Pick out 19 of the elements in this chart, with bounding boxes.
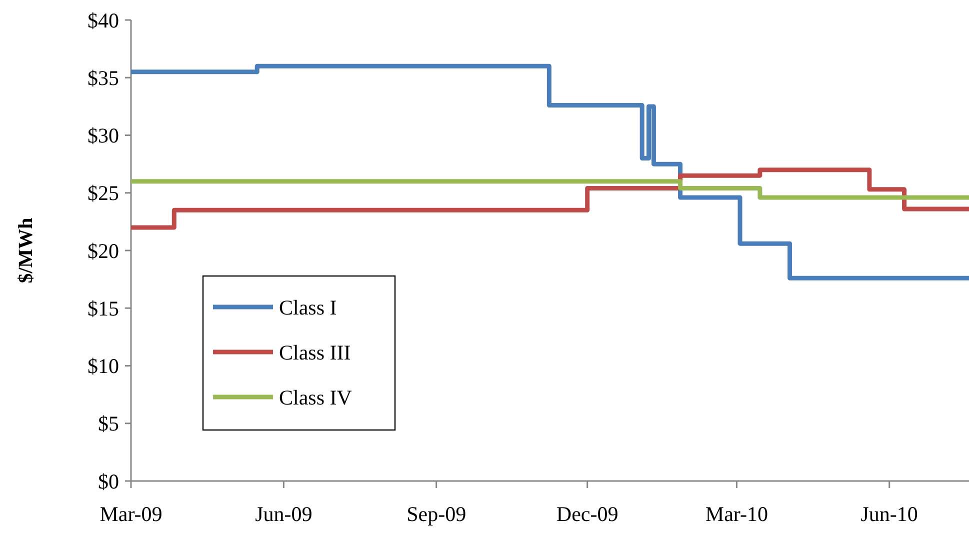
x-tick-label: Jun-09	[255, 502, 312, 526]
x-tick-label: Jun-10	[860, 502, 918, 526]
y-tick-label: $0	[98, 469, 119, 494]
x-tick-label: Sep-09	[406, 502, 466, 526]
y-tick-label: $25	[88, 181, 119, 206]
x-tick-label: Mar-09	[100, 502, 162, 526]
y-tick-label: $35	[88, 66, 119, 90]
legend-label: Class IV	[279, 385, 352, 410]
y-tick-label: $40	[88, 8, 119, 32]
x-tick-label: Dec-09	[556, 502, 618, 526]
legend-label: Class I	[279, 295, 337, 320]
y-tick-label: $5	[98, 412, 119, 436]
y-tick-label: $10	[88, 354, 119, 378]
y-tick-label: $20	[88, 238, 119, 263]
y-tick-label: $30	[88, 124, 119, 148]
y-tick-label: $15	[88, 296, 119, 320]
y-axis-title: $/MWh	[15, 218, 37, 284]
legend-label: Class III	[279, 340, 351, 364]
x-tick-label: Mar-10	[705, 502, 768, 526]
